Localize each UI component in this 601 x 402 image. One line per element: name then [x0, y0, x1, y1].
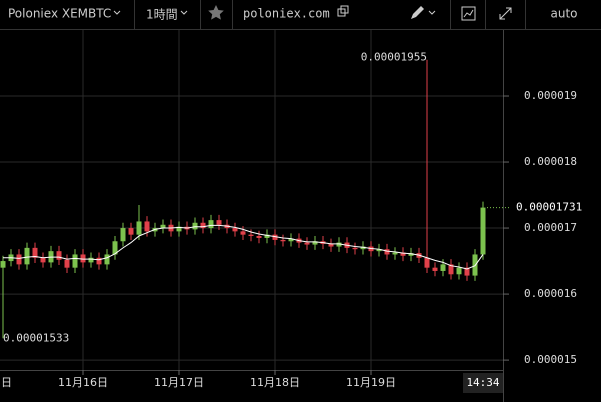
candle-body — [64, 259, 70, 268]
candle-body — [88, 257, 94, 263]
candle-body — [360, 246, 366, 250]
dropdown-icon — [180, 10, 188, 15]
candle-body — [392, 252, 398, 255]
low-label: 0.00001533 — [3, 331, 69, 344]
candle-body — [160, 224, 166, 229]
x-tick-label: 11月18日 — [250, 376, 300, 389]
candle-body — [464, 267, 470, 276]
candle-body — [216, 220, 222, 225]
candle-body — [304, 242, 310, 245]
last-price-label: 0.00001731 — [516, 201, 582, 214]
x-tick-label: 11月16日 — [58, 376, 108, 389]
moving-average — [3, 224, 484, 270]
high-label: 0.00001955 — [361, 51, 427, 64]
candle-body — [480, 207, 486, 255]
candle-body — [136, 221, 142, 235]
candle-body — [32, 247, 38, 258]
candle-body — [112, 241, 118, 255]
candle-body — [440, 264, 446, 271]
candle-body — [272, 234, 278, 240]
candle-body — [456, 267, 462, 275]
y-tick-label: 0.000019 — [524, 89, 577, 102]
candle-body — [400, 252, 406, 256]
symbol[interactable]: Poloniex XEMBTC — [8, 7, 111, 21]
draw-icon[interactable] — [411, 6, 424, 19]
indicator-icon[interactable] — [461, 6, 476, 21]
candle-body — [0, 261, 6, 268]
y-tick-label: 0.000015 — [524, 353, 577, 366]
x-tick-label: 11月19日 — [346, 376, 396, 389]
candle-body — [176, 226, 182, 232]
dropdown-icon — [113, 10, 121, 15]
candle-body — [328, 243, 334, 247]
candle-body — [408, 253, 414, 256]
time-cursor-box — [463, 373, 503, 393]
candle-body — [24, 247, 30, 265]
candle-body — [200, 222, 206, 229]
candle-body — [72, 254, 78, 268]
candle-body — [144, 221, 150, 232]
x-tick-label: 11月15日 — [0, 376, 12, 389]
candle-body — [352, 247, 358, 250]
candle-body — [448, 264, 454, 275]
candle-body — [16, 254, 22, 265]
candle-body — [120, 228, 126, 242]
link-icon — [340, 5, 349, 14]
candle-body — [208, 220, 214, 229]
interval[interactable]: 1時間 — [146, 8, 178, 22]
candle-body — [104, 254, 110, 265]
y-tick-label: 0.000016 — [524, 287, 577, 300]
y-tick-label: 0.000018 — [524, 155, 577, 168]
candle-body — [192, 222, 198, 230]
candle-body — [336, 242, 342, 247]
candle-body — [56, 251, 62, 260]
candle-body — [264, 234, 270, 238]
candle-body — [312, 241, 318, 245]
indicator-icon — [463, 9, 474, 18]
x-tick-label: 11月17日 — [154, 376, 204, 389]
candle-body — [96, 257, 102, 265]
candle-body — [288, 238, 294, 242]
plot-area: 0.00001955 0.00001533 — [0, 51, 486, 344]
candle-body — [248, 234, 254, 236]
last-price-box — [512, 199, 592, 216]
candle-body — [280, 239, 286, 242]
scale-mode[interactable]: auto — [550, 7, 577, 21]
candle-body — [40, 257, 46, 263]
candle-body — [128, 228, 134, 235]
candle-body — [240, 231, 246, 235]
candle-body — [424, 257, 430, 268]
candle-body — [256, 235, 262, 238]
candle-body — [232, 228, 238, 232]
toolbar: Poloniex XEMBTC 1時間 poloniex.com auto — [0, 0, 601, 30]
candle-body — [376, 249, 382, 252]
grid — [0, 30, 503, 370]
candle-body — [432, 267, 438, 271]
favorite-icon[interactable] — [208, 5, 224, 20]
candle-body — [384, 249, 390, 255]
x-tick-label: 14:34 — [466, 376, 499, 389]
candle-body — [80, 254, 86, 263]
y-tick-label: 0.000017 — [524, 221, 577, 234]
dropdown-icon — [428, 10, 436, 15]
site[interactable]: poloniex.com — [243, 7, 330, 21]
fullscreen-icon[interactable] — [499, 7, 512, 20]
